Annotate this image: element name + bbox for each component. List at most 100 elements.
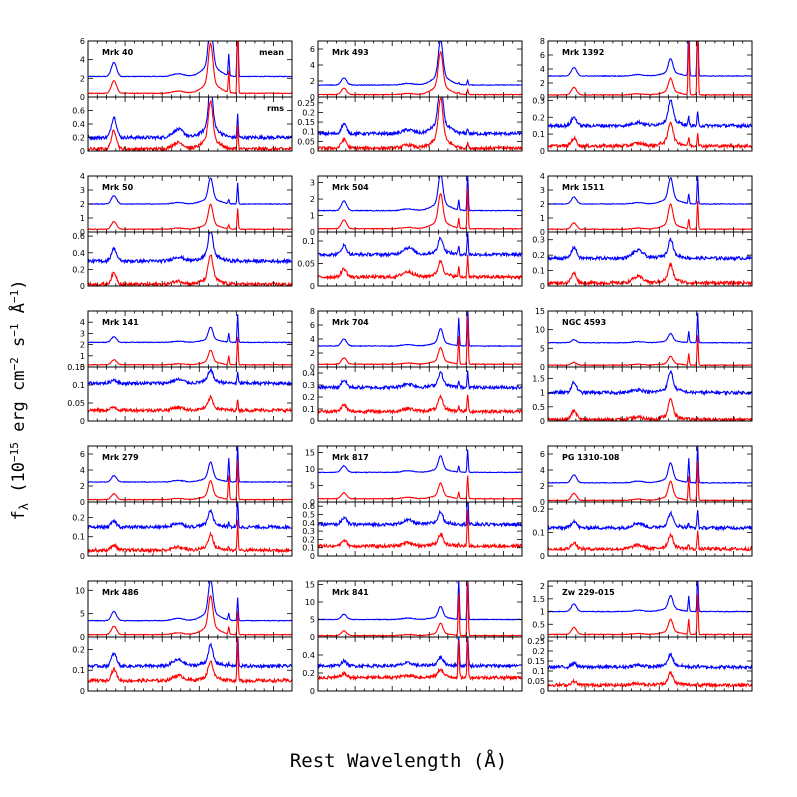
series-red-rms-11 <box>548 530 752 553</box>
y-tick-label: 0 <box>540 687 545 696</box>
series-red-mean-9 <box>88 459 292 501</box>
y-tick-label: 5 <box>310 616 315 625</box>
series-red-rms-6 <box>88 394 292 414</box>
panel-mean-12: 0 5 10 Mrk 486 <box>75 580 293 642</box>
panel-mean-8: 0 5 10 15 NGC 4593 <box>535 307 753 372</box>
y-tick-label: 0.1 <box>532 130 545 139</box>
y-title-units-4: Å <box>7 303 29 323</box>
y-tick-label: 10 <box>305 598 315 607</box>
y-tick-label: 0 <box>310 633 315 642</box>
panel-rms-10: 00.10.20.30.40.50.6 <box>302 501 523 561</box>
y-tick-label: 2 <box>310 77 315 86</box>
y-tick-label: 5 <box>540 344 545 353</box>
series-blue-rms-0 <box>88 97 292 142</box>
series-red-rms-2 <box>548 121 752 150</box>
y-title-exp-4: −1 <box>8 290 21 303</box>
y-tick-label: 4 <box>80 172 85 181</box>
y-tick-label: 2 <box>310 349 315 358</box>
y-title-units-2: erg cm <box>9 371 29 443</box>
y-tick-label: 0 <box>310 228 315 237</box>
panel-mean-14: 0 0.5 1 1.5 2 Zw 229-015 <box>532 580 753 642</box>
y-tick-label: 5 <box>310 482 315 491</box>
y-tick-label: 0.5 <box>532 620 545 629</box>
panel-mean-6: 0 1 2 3 4 Mrk 141 <box>80 310 293 372</box>
y-tick-label: 3 <box>80 329 85 338</box>
y-tick-label: 1 <box>540 389 545 398</box>
panel-rms-2: 0 0.1 0.2 0.3 <box>532 96 753 156</box>
y-tick-label: 0.3 <box>532 96 545 105</box>
series-blue-mean-1 <box>318 41 522 87</box>
y-tick-label: 0 <box>310 147 315 156</box>
y-tick-label: 15 <box>305 581 315 590</box>
y-tick-label: 0.4 <box>302 651 315 660</box>
panel-mean-13: 0 5 10 15 Mrk 841 <box>305 580 523 642</box>
panel-mean-10: 0 5 10 15 Mrk 817 <box>305 445 523 507</box>
series-red-mean-4 <box>318 187 522 230</box>
series-blue-rms-2 <box>548 99 752 130</box>
y-tick-label: 0 <box>310 282 315 291</box>
series-red-rms-8 <box>548 397 752 421</box>
y-tick-label: 0.4 <box>72 120 85 129</box>
series-red-mean-14 <box>548 593 752 636</box>
panel-rms-0: 0 0.2 0.4 0.6 rms <box>72 96 293 156</box>
series-blue-mean-3 <box>88 177 292 206</box>
panel-mean-9: 0 2 4 6 Mrk 279 <box>80 445 293 507</box>
y-tick-label: 6 <box>310 45 315 54</box>
series-blue-mean-5 <box>548 176 752 206</box>
y-tick-label: 2 <box>80 341 85 350</box>
series-red-mean-3 <box>88 203 292 231</box>
object-name-label: NGC 4593 <box>562 318 606 327</box>
object-name-label: Zw 229-015 <box>562 588 615 597</box>
y-tick-label: 3 <box>540 186 545 195</box>
y-tick-label: 0.25 <box>297 99 315 108</box>
y-tick-label: 0 <box>540 417 545 426</box>
y-tick-label: 0.2 <box>302 393 315 402</box>
y-tick-label: 4 <box>540 65 545 74</box>
series-red-rms-7 <box>318 394 522 415</box>
y-tick-label: 1 <box>80 352 85 361</box>
y-tick-label: 0.2 <box>302 669 315 678</box>
series-red-rms-10 <box>318 509 522 550</box>
panel-rms-14: 00.050.10.150.20.25 <box>527 636 753 696</box>
y-tick-label: 2 <box>540 482 545 491</box>
series-red-rms-9 <box>88 519 292 554</box>
panel-mean-5: 0 1 2 3 4 Mrk 1511 <box>540 172 753 237</box>
y-tick-label: 6 <box>540 450 545 459</box>
y-tick-label: 0.2 <box>302 535 315 544</box>
y-axis-title: fλ (10−15 erg cm−2 s−1 Å−1) <box>7 280 31 521</box>
series-red-rms-3 <box>88 254 292 286</box>
y-tick-label: 1 <box>310 212 315 221</box>
object-name-label: Mrk 40 <box>102 48 134 57</box>
series-red-rms-13 <box>318 638 522 682</box>
y-tick-label: 10 <box>305 465 315 474</box>
series-blue-rms-1 <box>318 97 522 138</box>
y-tick-label: 2 <box>310 195 315 204</box>
y-tick-label: 0.2 <box>72 645 85 654</box>
y-tick-label: 0 <box>310 687 315 696</box>
panel-mean-0: 0 2 4 6 Mrk 40 mean <box>80 37 293 102</box>
y-tick-label: 0.4 <box>302 519 315 528</box>
panel-kind-label: rms <box>267 104 284 113</box>
object-name-label: Mrk 50 <box>102 183 134 192</box>
panel-frame <box>547 366 753 422</box>
svg-text:fλ (10−15 erg cm−2 s−1 Å−1): fλ (10−15 erg cm−2 s−1 Å−1) <box>7 280 31 521</box>
y-tick-label: 0.3 <box>302 527 315 536</box>
y-tick-label: 15 <box>535 307 545 316</box>
y-tick-label: 0 <box>540 552 545 561</box>
series-red-mean-0 <box>88 41 292 95</box>
y-tick-label: 0.1 <box>302 237 315 246</box>
panel-frame <box>547 636 753 692</box>
y-tick-label: 6 <box>310 321 315 330</box>
object-name-label: Mrk 1392 <box>562 48 604 57</box>
object-name-label: Mrk 504 <box>332 183 369 192</box>
y-tick-label: 0.1 <box>302 544 315 553</box>
series-blue-mean-9 <box>88 446 292 484</box>
y-tick-label: 0.2 <box>532 251 545 260</box>
panel-rms-9: 0 0.1 0.2 <box>72 501 293 561</box>
y-tick-label: 0.6 <box>72 107 85 116</box>
x-axis-title: Rest Wavelength (Å) <box>289 750 508 772</box>
y-tick-label: 0 <box>540 93 545 102</box>
series-blue-mean-13 <box>318 581 522 621</box>
y-title-exp-1: −15 <box>8 442 21 462</box>
y-tick-label: 0.2 <box>72 513 85 522</box>
